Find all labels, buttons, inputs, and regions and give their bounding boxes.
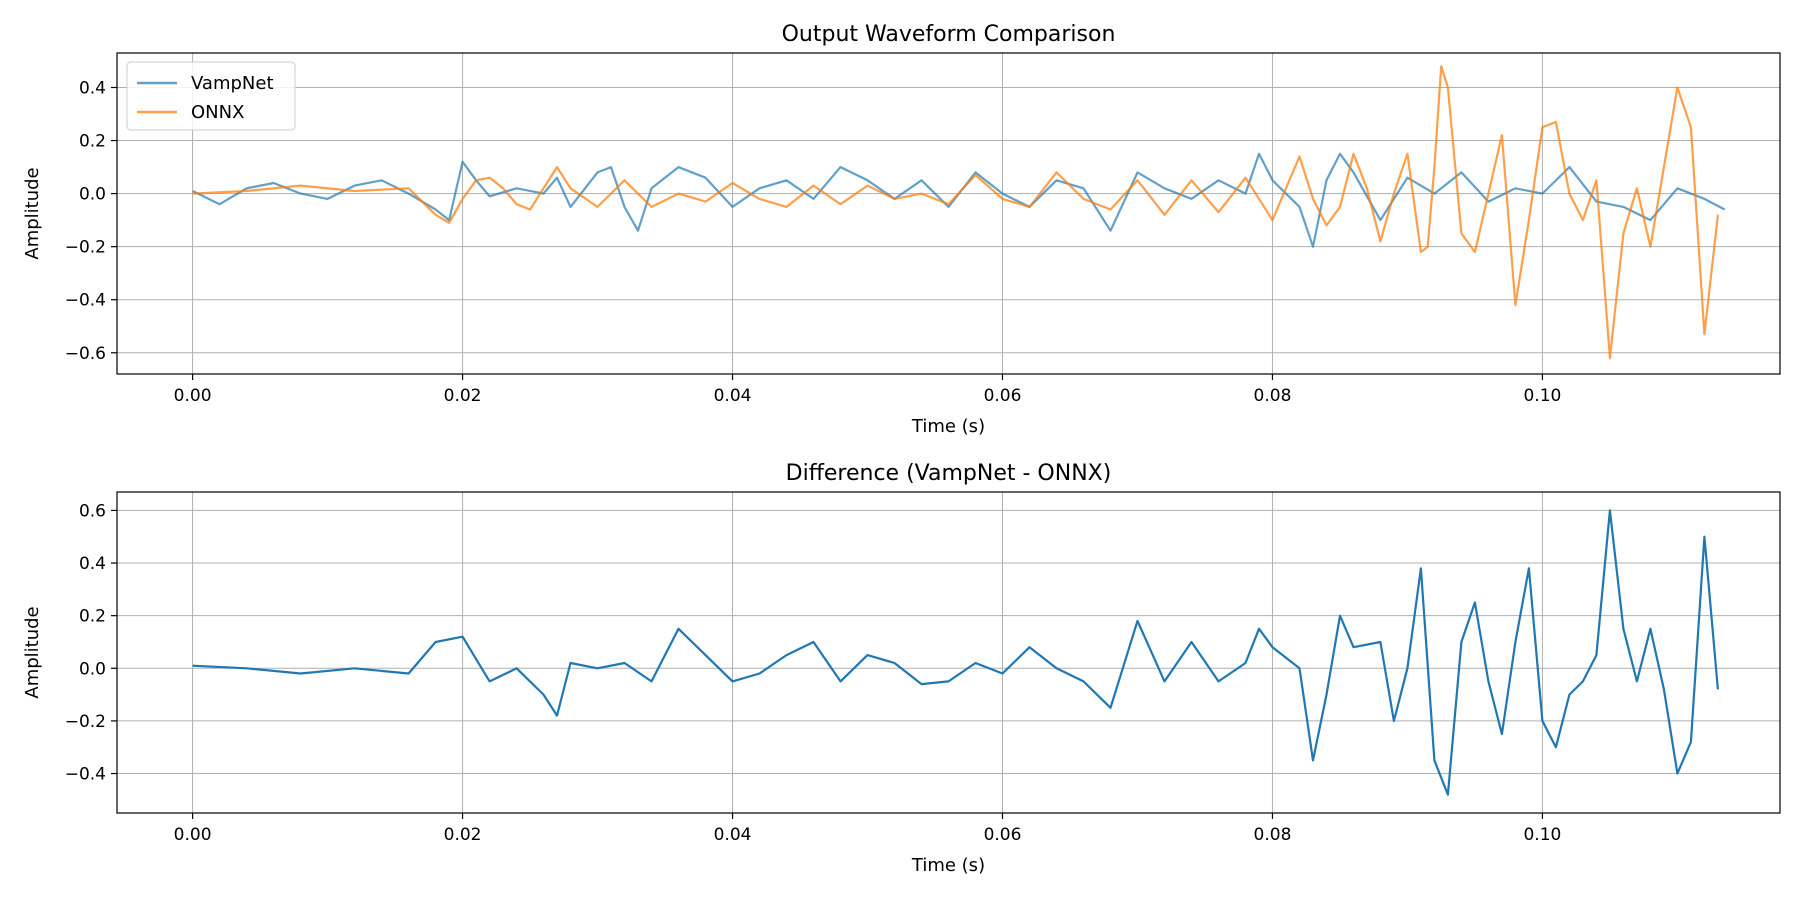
chart-title: Output Waveform Comparison	[782, 22, 1116, 47]
y-tick-label: 0.4	[79, 78, 106, 98]
x-tick-label: 0.10	[1523, 386, 1561, 406]
x-tick-label: 0.02	[444, 386, 482, 406]
axes-frame	[116, 491, 1781, 814]
series-line-onnx	[192, 65, 1719, 360]
x-tick-label: 0.06	[984, 825, 1022, 845]
x-tick-label: 0.02	[444, 825, 482, 845]
legend: VampNet ONNX	[126, 61, 296, 131]
y-tick-label: −0.4	[65, 291, 106, 311]
x-axis-label: Time (s)	[911, 416, 985, 437]
plot-area	[117, 492, 1780, 813]
y-tick-label: 0.0	[79, 659, 106, 679]
y-axis-label: Amplitude	[22, 167, 43, 259]
x-tick-label: 0.06	[984, 386, 1022, 406]
legend-label: VampNet	[191, 73, 274, 94]
x-tick-label: 0.10	[1523, 825, 1561, 845]
x-tick-label: 0.08	[1254, 825, 1292, 845]
y-tick-label: 0.0	[79, 185, 106, 205]
y-axis-label: Amplitude	[22, 606, 43, 698]
waveform-comparison-panel: 0.00 0.02 0.04 0.06 0.08 0.10 0.4 0.2 0.0 −0.2 −0.…	[22, 22, 1781, 437]
y-tick-label: −0.4	[65, 765, 106, 785]
y-tick-label: 0.2	[79, 607, 106, 627]
plot-area	[117, 53, 1780, 374]
y-tick-label: −0.2	[65, 238, 106, 258]
difference-panel: 0.00 0.02 0.04 0.06 0.08 0.10 0.6 0.4 0.2 0.0 −0.2…	[22, 461, 1781, 876]
x-tick-label: 0.00	[174, 825, 212, 845]
x-tick-label: 0.08	[1254, 386, 1292, 406]
y-tick-label: −0.2	[65, 712, 106, 732]
x-tick-label: 0.04	[714, 386, 752, 406]
x-axis-label: Time (s)	[911, 855, 985, 876]
y-tick-label: −0.6	[65, 344, 106, 364]
series-line-difference	[192, 509, 1719, 796]
x-tick-label: 0.04	[714, 825, 752, 845]
axes-frame	[116, 52, 1781, 375]
x-tick-label: 0.00	[174, 386, 212, 406]
y-tick-label: 0.4	[79, 554, 106, 574]
legend-label: ONNX	[191, 102, 244, 123]
series-line-vampnet	[192, 152, 1726, 248]
y-tick-label: 0.6	[79, 501, 106, 521]
chart-title: Difference (VampNet - ONNX)	[786, 461, 1112, 486]
y-tick-label: 0.2	[79, 132, 106, 152]
